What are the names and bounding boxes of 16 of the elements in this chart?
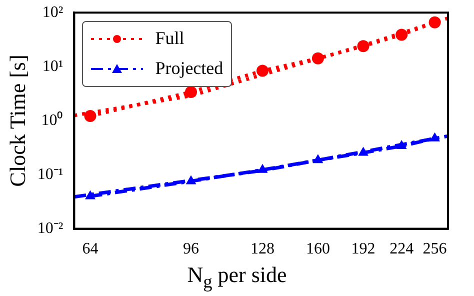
legend-label: Full [155,28,184,50]
x-axis-title: N$_{g}$ per side [186,262,288,292]
y-tick-label: 10¹ [42,58,64,75]
x-tick-label: 224 [390,240,414,258]
x-tick-label: 256 [422,240,447,258]
y-tick-label: 10⁰ [41,110,64,129]
legend-label: Projected [155,58,224,80]
x-tick-label: 160 [306,240,330,258]
y-tick-label: 10² [42,4,64,21]
x-tick-label: 64 [82,240,98,258]
x-tick-label: 192 [351,240,376,258]
x-tick-label: 96 [183,240,200,258]
y-tick-label: 10⁻² [37,220,64,238]
y-axis-title: Clock Time [s] [4,54,30,187]
x-tick-label: 128 [250,240,274,258]
y-tick-label: 10⁻¹ [37,166,64,183]
